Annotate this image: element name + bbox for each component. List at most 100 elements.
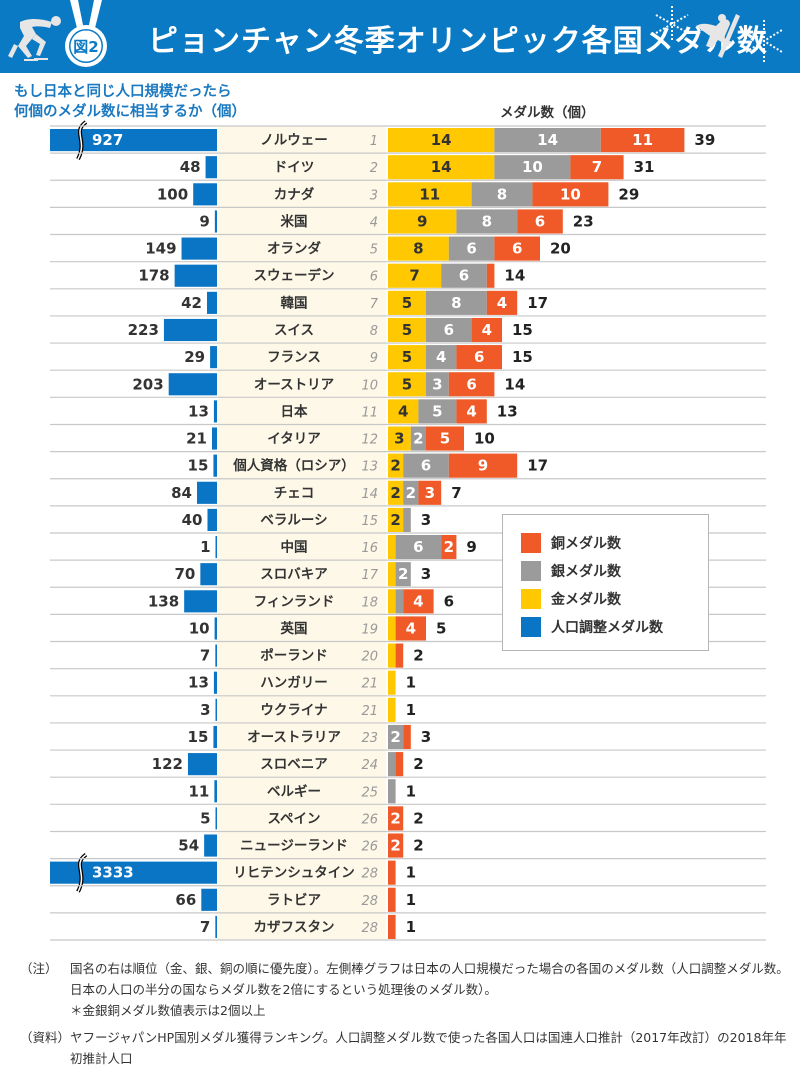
total-medal-label: 9 [466,538,476,556]
rank-label: 9 [370,351,378,366]
silver-medal-bar [388,752,396,777]
bronze-medal-bar [486,263,495,288]
adjusted-medal-value-label: 48 [180,158,201,176]
adjusted-medal-bar [163,318,217,342]
adjusted-medal-value-label: 122 [152,755,183,773]
adjusted-medal-bar [197,481,217,504]
silver-medal-bar [494,155,571,180]
rank-label: 28 [361,921,378,936]
silver-medal-bar [388,724,404,750]
gold-medal-bar-value-label: 7 [409,267,419,285]
country-name-label: オランダ [267,240,321,257]
medal-badge-icon: 図2 [65,0,107,67]
legend-item-silver: 銀メダル数 [521,557,708,585]
adjusted-medal-bar [184,590,217,613]
gold-medal-bar [388,372,426,397]
rank-label: 25 [361,785,378,800]
total-medal-label: 1 [406,701,416,719]
footnotes: （注） 国名の右は順位（金、銀、銅の順に優先度）。左側棒グラフは日本の人口規模だ… [20,958,790,1069]
bronze-medal-bar-value-label: 3 [425,484,435,502]
rank-label: 16 [361,541,378,556]
bronze-medal-bar-value-label: 6 [474,348,484,366]
bronze-medal-bar [418,480,442,505]
rank-label: 5 [370,243,378,258]
gold-medal-bar [388,670,396,695]
adjusted-medal-bar [215,644,217,667]
bronze-medal-bar [448,453,518,478]
gold-medal-bar-value-label: 2 [390,484,400,502]
bronze-medal-bar-value-label: 9 [478,457,488,475]
total-medal-label: 10 [474,430,495,448]
snowboarder-icon [696,14,740,58]
bronze-medal-bar [403,589,434,614]
total-medal-label: 1 [406,918,416,936]
bronze-medal-bar-value-label: 5 [440,430,450,448]
total-medal-label: 3 [421,511,431,529]
note-key: （注） [20,961,58,976]
gold-medal-bar-value-label: 14 [431,158,452,176]
adjusted-medal-value-label: 100 [157,185,188,203]
silver-medal-bar [395,535,442,560]
total-medal-label: 17 [527,457,548,475]
country-name-label: ドイツ [274,160,315,176]
rank-label: 1 [370,134,378,149]
country-name-label: スイス [274,323,314,339]
silver-medal-bar-value-label: 8 [497,185,507,203]
bronze-medal-bar [471,317,502,343]
source-row: （資料） ヤフージャパンHP国別メダル獲得ランキング。人口調整メダル数で使った各… [20,1027,790,1069]
country-name-label: ノルウェー [260,133,328,149]
silver-medal-bar-value-label: 4 [436,348,446,366]
country-name-label: 英国 [280,620,308,637]
speed-skater-icon [8,16,61,61]
legend: 銅メダル数 銀メダル数 金メダル数 人口調整メダル数 [502,514,709,651]
rank-label: 24 [361,758,378,773]
adjusted-medal-value-label: 5 [200,809,210,827]
adjusted-medal-bar [50,861,217,884]
country-name-label: 個人資格（ロシア） [232,457,355,474]
country-name-label: 韓国 [281,294,308,311]
gold-medal-bar [388,290,426,315]
gold-medal-bar-value-label: 5 [402,348,412,366]
total-medal-label: 23 [573,212,594,230]
adjusted-medal-bar [210,346,217,369]
bronze-medal-bar [517,209,563,234]
rank-label: 26 [361,840,378,855]
adjusted-medal-bar [214,617,217,640]
rank-label: 8 [370,324,378,339]
rank-label: 17 [361,568,378,583]
total-medal-label: 15 [512,348,533,366]
total-medal-label: 39 [694,131,715,149]
total-medal-label: 6 [444,592,454,610]
country-name-label: カザフスタン [254,919,335,935]
adjusted-medal-bar [200,563,217,586]
gold-medal-bar [388,345,426,370]
adjusted-medal-bar [212,427,217,450]
rank-label: 11 [361,405,378,420]
legend-swatch-bronze [521,533,541,553]
total-medal-label: 20 [550,240,571,258]
note-subtext: ＊金銀銅メダル数値表示は2個以上 [70,1003,266,1018]
adjusted-medal-bar [207,508,217,531]
legend-label: 銀メダル数 [551,564,621,580]
country-name-label: スロバキア [260,567,328,583]
left-panel-title-line1: もし日本と同じ人口規模だったら [14,84,232,100]
gold-medal-bar-value-label: 11 [419,185,440,203]
bronze-medal-bar [395,752,404,777]
adjusted-medal-bar [205,156,217,179]
total-medal-label: 2 [413,755,423,773]
source-text: ヤフージャパンHP国別メダル獲得ランキング。人口調整メダル数で使った各国人口は国… [70,1030,787,1066]
bronze-medal-bar [456,399,487,424]
total-medal-label: 31 [634,158,655,176]
note-text: 国名の右は順位（金、銀、銅の順に優先度）。左側棒グラフは日本の人口規模だった場合… [70,961,789,997]
adjusted-medal-value-label: 10 [189,619,210,637]
rank-label: 13 [361,460,378,475]
adjusted-medal-value-label: 84 [171,484,192,502]
adjusted-medal-bar [213,400,217,423]
total-medal-label: 29 [618,185,639,203]
silver-medal-bar [426,317,472,343]
bronze-medal-bar-value-label: 2 [444,538,454,556]
adjusted-medal-value-label: 138 [148,592,179,610]
country-name-label: スロベニア [260,757,328,773]
gold-medal-bar [388,263,442,288]
total-medal-label: 5 [436,619,446,637]
